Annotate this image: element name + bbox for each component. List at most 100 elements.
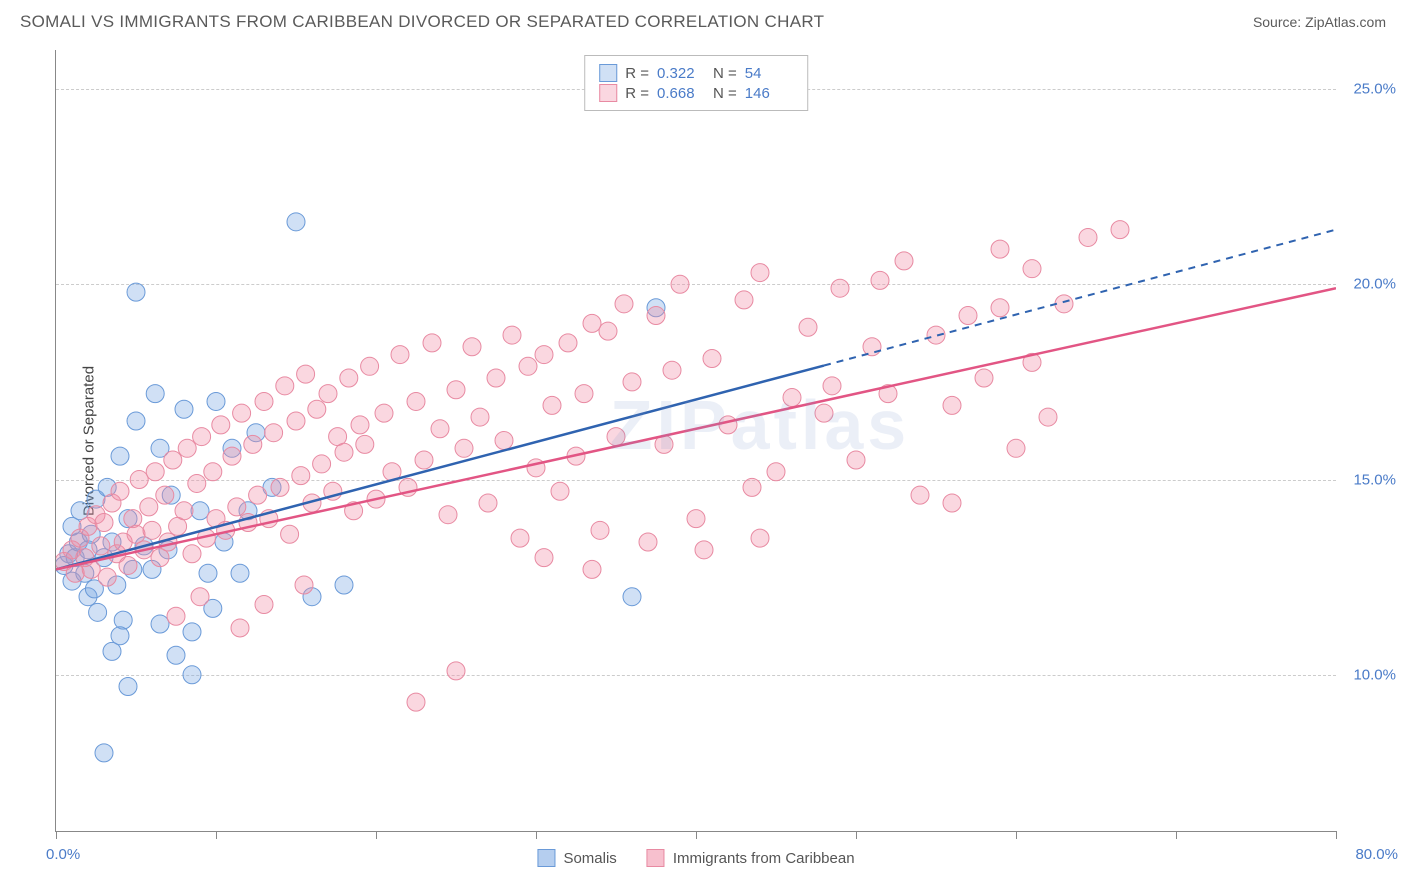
r-value: 0.668	[657, 85, 705, 102]
data-point	[519, 357, 537, 375]
data-point	[439, 506, 457, 524]
data-point	[871, 271, 889, 289]
data-point	[911, 486, 929, 504]
data-point	[815, 404, 833, 422]
data-point	[351, 416, 369, 434]
data-point	[146, 463, 164, 481]
legend-label: Somalis	[563, 850, 616, 867]
scatter-svg	[56, 50, 1336, 831]
data-point	[114, 611, 132, 629]
data-point	[767, 463, 785, 481]
data-point	[719, 416, 737, 434]
data-point	[204, 463, 222, 481]
data-point	[146, 385, 164, 403]
data-point	[244, 435, 262, 453]
swatch-caribbean	[599, 84, 617, 102]
data-point	[103, 642, 121, 660]
data-point	[447, 662, 465, 680]
data-point	[511, 529, 529, 547]
data-point	[124, 510, 142, 528]
source-credit: Source: ZipAtlas.com	[1253, 14, 1386, 30]
data-point	[297, 365, 315, 383]
data-point	[991, 240, 1009, 258]
data-point	[407, 392, 425, 410]
data-point	[111, 482, 129, 500]
data-point	[455, 439, 473, 457]
x-tick	[696, 831, 697, 839]
data-point	[335, 576, 353, 594]
data-point	[183, 623, 201, 641]
data-point	[199, 564, 217, 582]
data-point	[599, 322, 617, 340]
data-point	[1039, 408, 1057, 426]
data-point	[319, 385, 337, 403]
data-point	[959, 307, 977, 325]
data-point	[295, 576, 313, 594]
data-point	[607, 428, 625, 446]
stats-row-caribbean: R = 0.668 N = 146	[599, 84, 793, 102]
data-point	[535, 346, 553, 364]
data-point	[695, 541, 713, 559]
data-point	[92, 537, 110, 555]
swatch-somalis	[599, 64, 617, 82]
data-point	[375, 404, 393, 422]
data-point	[143, 521, 161, 539]
data-point	[583, 560, 601, 578]
data-point	[156, 486, 174, 504]
x-tick	[856, 831, 857, 839]
chart-plot-area: Divorced or Separated ZIPatlas R = 0.322…	[55, 50, 1336, 832]
x-tick	[1176, 831, 1177, 839]
data-point	[183, 545, 201, 563]
data-point	[111, 447, 129, 465]
data-point	[1007, 439, 1025, 457]
data-point	[647, 307, 665, 325]
data-point	[823, 377, 841, 395]
data-point	[735, 291, 753, 309]
data-point	[335, 443, 353, 461]
data-point	[361, 357, 379, 375]
data-point	[178, 439, 196, 457]
data-point	[535, 549, 553, 567]
data-point	[495, 432, 513, 450]
data-point	[95, 744, 113, 762]
data-point	[167, 607, 185, 625]
data-point	[223, 447, 241, 465]
data-point	[1023, 260, 1041, 278]
data-point	[287, 412, 305, 430]
legend-label: Immigrants from Caribbean	[673, 850, 855, 867]
data-point	[551, 482, 569, 500]
data-point	[1055, 295, 1073, 313]
data-point	[751, 264, 769, 282]
data-point	[308, 400, 326, 418]
data-point	[447, 381, 465, 399]
data-point	[487, 369, 505, 387]
data-point	[703, 349, 721, 367]
data-point	[89, 603, 107, 621]
stats-row-somalis: R = 0.322 N = 54	[599, 64, 793, 82]
y-tick-label: 20.0%	[1353, 276, 1396, 293]
n-value: 54	[745, 65, 793, 82]
header: SOMALI VS IMMIGRANTS FROM CARIBBEAN DIVO…	[0, 0, 1406, 40]
legend-swatch-icon	[537, 849, 555, 867]
data-point	[895, 252, 913, 270]
x-tick	[216, 831, 217, 839]
data-point	[847, 451, 865, 469]
data-point	[119, 556, 137, 574]
data-point	[975, 369, 993, 387]
data-point	[276, 377, 294, 395]
x-tick	[1016, 831, 1017, 839]
data-point	[831, 279, 849, 297]
data-point	[943, 494, 961, 512]
x-axis-max-label: 80.0%	[1355, 846, 1398, 863]
data-point	[783, 389, 801, 407]
data-point	[95, 514, 113, 532]
data-point	[207, 392, 225, 410]
data-point	[130, 471, 148, 489]
data-point	[751, 529, 769, 547]
data-point	[265, 424, 283, 442]
data-point	[164, 451, 182, 469]
data-point	[743, 478, 761, 496]
data-point	[212, 416, 230, 434]
data-point	[231, 564, 249, 582]
legend-item-caribbean: Immigrants from Caribbean	[647, 849, 855, 867]
